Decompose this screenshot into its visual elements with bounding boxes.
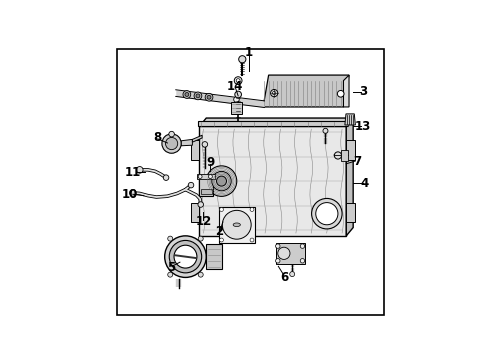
Circle shape <box>236 79 240 82</box>
Bar <box>346 203 354 222</box>
Text: 1: 1 <box>244 46 253 59</box>
Bar <box>198 121 347 126</box>
Circle shape <box>198 202 203 207</box>
Circle shape <box>205 93 212 101</box>
Circle shape <box>206 166 236 196</box>
Bar <box>231 102 241 114</box>
Circle shape <box>216 176 226 186</box>
Bar <box>191 140 199 159</box>
Text: 10: 10 <box>122 188 138 201</box>
Circle shape <box>238 56 245 63</box>
Circle shape <box>194 92 202 100</box>
Circle shape <box>167 272 172 277</box>
Polygon shape <box>263 75 348 107</box>
Circle shape <box>249 238 253 242</box>
Circle shape <box>337 90 344 97</box>
Bar <box>199 177 213 195</box>
Polygon shape <box>344 114 355 125</box>
Text: 5: 5 <box>167 261 175 274</box>
Circle shape <box>270 90 277 97</box>
Circle shape <box>275 244 280 248</box>
Circle shape <box>174 245 197 268</box>
Circle shape <box>162 134 181 153</box>
Circle shape <box>167 236 172 241</box>
Circle shape <box>136 167 143 173</box>
Circle shape <box>249 208 253 211</box>
Circle shape <box>188 183 193 188</box>
Circle shape <box>272 91 275 95</box>
Ellipse shape <box>233 223 240 226</box>
Circle shape <box>164 236 206 278</box>
Text: 14: 14 <box>227 80 243 93</box>
Bar <box>206 244 221 269</box>
Circle shape <box>219 238 223 242</box>
Text: 9: 9 <box>206 156 214 169</box>
Text: 2: 2 <box>214 225 223 238</box>
Polygon shape <box>199 118 352 126</box>
Circle shape <box>202 141 207 147</box>
Circle shape <box>315 203 337 225</box>
Circle shape <box>334 152 341 159</box>
Polygon shape <box>181 139 192 146</box>
Bar <box>346 140 354 159</box>
Circle shape <box>289 271 294 276</box>
Circle shape <box>211 171 231 191</box>
Circle shape <box>208 175 212 179</box>
Text: 8: 8 <box>153 131 162 144</box>
Polygon shape <box>343 75 348 107</box>
Circle shape <box>198 236 203 241</box>
Polygon shape <box>346 118 352 236</box>
Bar <box>340 150 347 161</box>
Circle shape <box>277 247 289 260</box>
Text: 6: 6 <box>279 271 287 284</box>
Bar <box>218 207 254 243</box>
Circle shape <box>275 258 280 263</box>
Circle shape <box>219 208 223 211</box>
Circle shape <box>184 93 188 96</box>
Circle shape <box>163 175 168 180</box>
Circle shape <box>234 91 241 98</box>
Polygon shape <box>199 126 346 236</box>
Circle shape <box>198 175 202 179</box>
Bar <box>200 189 211 194</box>
Text: 3: 3 <box>358 85 366 98</box>
Text: 7: 7 <box>352 154 361 167</box>
Bar <box>191 203 199 222</box>
Circle shape <box>196 94 200 98</box>
Circle shape <box>233 97 239 102</box>
Text: 12: 12 <box>195 216 211 229</box>
Circle shape <box>169 240 201 273</box>
Text: 11: 11 <box>124 166 141 179</box>
Circle shape <box>168 131 174 137</box>
Circle shape <box>311 198 342 229</box>
Text: 13: 13 <box>354 120 370 133</box>
Circle shape <box>300 258 304 263</box>
Circle shape <box>129 190 136 196</box>
Circle shape <box>234 77 242 85</box>
Circle shape <box>222 210 251 239</box>
Bar <box>197 174 215 179</box>
Polygon shape <box>192 135 202 142</box>
Text: 4: 4 <box>359 177 367 190</box>
Circle shape <box>165 138 177 150</box>
Circle shape <box>207 95 210 99</box>
Circle shape <box>198 272 203 277</box>
Circle shape <box>183 91 190 98</box>
Bar <box>275 243 304 264</box>
Circle shape <box>322 128 327 133</box>
Circle shape <box>300 244 304 248</box>
